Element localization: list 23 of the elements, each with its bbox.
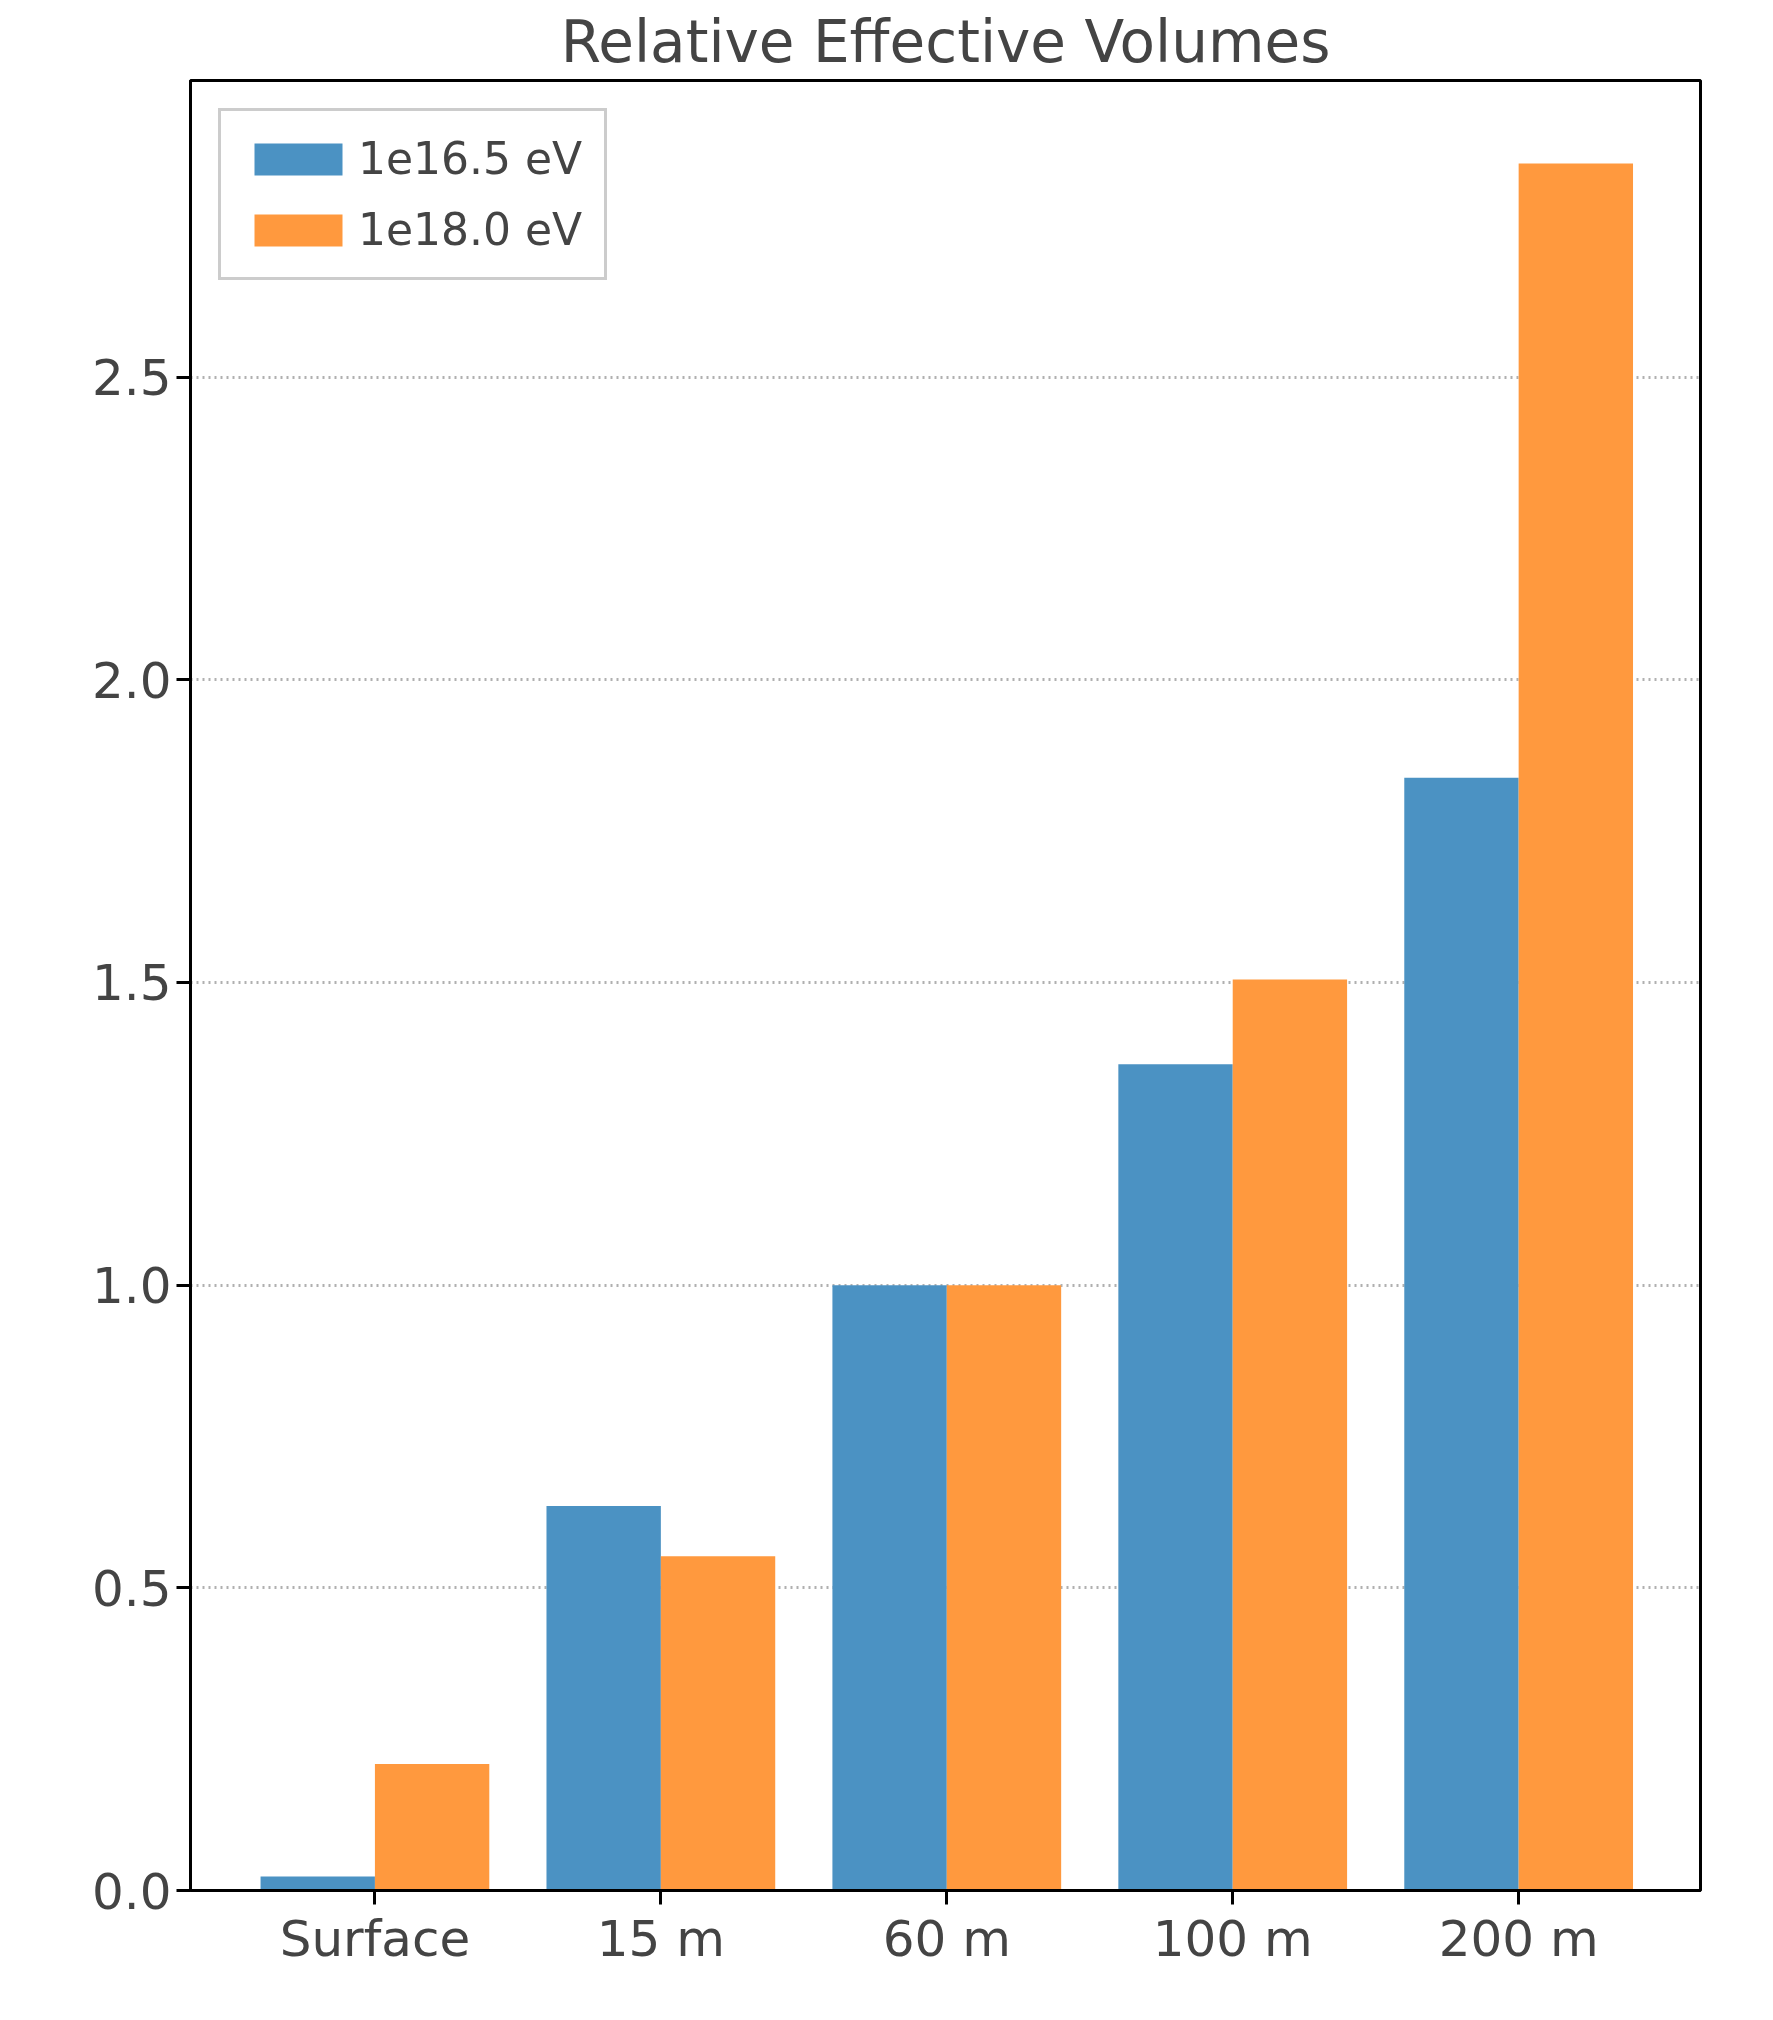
bar — [832, 1285, 947, 1891]
x-tick-label: 200 m — [1438, 1909, 1599, 1968]
y-tick-label: 1.0 — [91, 1257, 172, 1316]
x-tick-label: 60 m — [882, 1909, 1011, 1968]
bar — [660, 1556, 776, 1891]
legend-label: 1e18.0 eV — [358, 204, 583, 255]
bar — [1404, 777, 1519, 1891]
bar — [374, 1763, 490, 1891]
bar — [1232, 979, 1348, 1891]
bar — [546, 1506, 661, 1891]
legend-label: 1e16.5 eV — [358, 133, 583, 184]
y-tick-label: 2.0 — [91, 651, 172, 710]
bar — [1118, 1064, 1233, 1891]
y-tick-label: 0.0 — [91, 1862, 172, 1921]
chart-title: Relative Effective Volumes — [560, 7, 1331, 76]
x-tick-label: Surface — [279, 1909, 471, 1968]
bar — [946, 1285, 1062, 1891]
x-tick-label: 100 m — [1152, 1909, 1313, 1968]
bar — [1518, 163, 1634, 1891]
y-tick-label: 0.5 — [91, 1559, 172, 1618]
x-tick-label: 15 m — [596, 1909, 725, 1968]
y-tick-label: 1.5 — [91, 954, 172, 1013]
y-tick-label: 2.5 — [91, 349, 172, 408]
